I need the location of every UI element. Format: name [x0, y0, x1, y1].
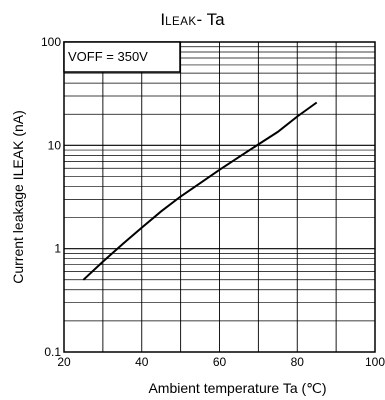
x-tick-label: 40	[135, 355, 149, 369]
x-tick-label: 20	[57, 355, 71, 369]
chart-title: I LEAK - Ta	[0, 10, 385, 30]
title-prefix: I	[160, 10, 166, 29]
title-suffix: - Ta	[196, 10, 225, 29]
x-axis-label: Ambient temperature Ta (℃)	[148, 380, 326, 396]
plot-frame	[63, 41, 376, 353]
annotation-frame	[63, 41, 181, 73]
y-tick-label: 100	[41, 35, 61, 49]
title-subscript: LEAK	[165, 16, 197, 28]
y-tick-label: 10	[48, 138, 62, 152]
y-tick-label: 0.1	[44, 345, 61, 359]
x-tick-label: 80	[291, 355, 305, 369]
tick-labels: 20 40 60 80 100 0.1 1 10 100	[41, 35, 385, 369]
grid-lines	[64, 42, 375, 352]
series-line-0	[82, 101, 318, 281]
y-axis-label: Current leakage ILEAK (nA)	[10, 110, 26, 284]
series-layer	[82, 101, 318, 281]
y-tick-label: 1	[54, 242, 61, 256]
x-tick-label: 100	[365, 355, 385, 369]
annotation-box: VOFF = 350V	[63, 41, 181, 73]
x-tick-label: 60	[213, 355, 227, 369]
annotation-text: VOFF = 350V	[68, 49, 148, 64]
